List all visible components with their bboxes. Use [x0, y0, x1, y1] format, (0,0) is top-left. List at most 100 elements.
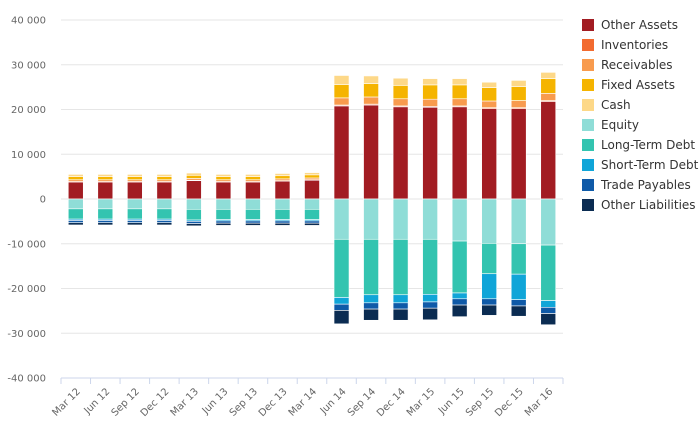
- bar-segment: [422, 294, 438, 303]
- x-tick-label: Sep 13: [228, 386, 260, 418]
- bar-segment: [451, 240, 468, 294]
- legend-item[interactable]: Cash: [582, 95, 700, 115]
- y-tick-label: 10 000: [11, 150, 46, 161]
- bar-segment: [67, 198, 84, 210]
- legend-item[interactable]: Long-Term Debt: [582, 135, 700, 155]
- x-tick-label: Jun 12: [82, 386, 113, 417]
- bar-segment: [363, 308, 379, 321]
- bar-segment: [127, 181, 143, 200]
- legend-label: Equity: [601, 118, 639, 132]
- bar-segment: [540, 300, 557, 308]
- bar-segment: [363, 302, 379, 310]
- bar-segment: [451, 84, 468, 100]
- legend-item[interactable]: Receivables: [582, 55, 700, 75]
- y-tick-label: -10 000: [7, 239, 46, 250]
- bar-segment: [215, 176, 232, 181]
- bar-segment: [304, 179, 320, 200]
- legend-label: Short-Term Debt: [601, 158, 699, 172]
- bar-segment: [274, 180, 291, 200]
- bar-segment: [333, 238, 350, 298]
- bar-segment: [333, 303, 350, 311]
- bar-segment: [481, 198, 497, 244]
- bar-segment: [245, 208, 261, 220]
- legend-swatch: [582, 79, 594, 91]
- bar-segment: [156, 198, 173, 210]
- y-tick-label: -20 000: [7, 284, 46, 295]
- bar-segment: [215, 208, 232, 220]
- bar-segment: [97, 198, 114, 210]
- bar-segment: [510, 243, 527, 275]
- bar-segment: [392, 308, 409, 321]
- bar-segment: [392, 302, 409, 310]
- bar-segment: [392, 198, 409, 240]
- legend-label: Receivables: [601, 58, 673, 72]
- legend-item[interactable]: Other Assets: [582, 15, 700, 35]
- bar-segment: [481, 100, 497, 109]
- bar-segment: [274, 220, 291, 224]
- bar-segment: [127, 176, 143, 181]
- bar-segment: [186, 174, 202, 179]
- legend-item[interactable]: Short-Term Debt: [582, 155, 700, 175]
- bar-segment: [392, 98, 409, 107]
- bar-segment: [363, 104, 379, 200]
- x-tick-label: Sep 12: [110, 386, 142, 418]
- bar-segment: [245, 181, 261, 200]
- legend-label: Inventories: [601, 38, 669, 52]
- bar-segment: [67, 176, 84, 181]
- bar-segment: [481, 298, 497, 306]
- bar-segment: [540, 306, 557, 314]
- x-tick-label: Mar 15: [405, 386, 437, 418]
- bar-segment: [422, 98, 438, 107]
- bar-segment: [274, 198, 291, 210]
- bar-segment: [127, 198, 143, 210]
- bar-segment: [540, 72, 557, 79]
- bar-segment: [481, 81, 497, 88]
- bar-segment: [127, 174, 143, 177]
- legend-item[interactable]: Fixed Assets: [582, 75, 700, 95]
- bar-segment: [451, 304, 468, 317]
- legend-item[interactable]: Equity: [582, 115, 700, 135]
- bar-segment: [392, 77, 409, 86]
- legend-item[interactable]: Trade Payables: [582, 175, 700, 195]
- bar-segment: [97, 174, 114, 177]
- y-tick-label: -30 000: [7, 329, 46, 340]
- bar-segment: [245, 176, 261, 181]
- bar-segment: [333, 105, 350, 200]
- bar-segment: [540, 93, 557, 101]
- bar-segment: [245, 222, 261, 226]
- bar-segment: [363, 238, 379, 296]
- bar-segment: [97, 220, 114, 224]
- bar-segment: [363, 294, 379, 304]
- bar-segment: [97, 222, 114, 226]
- x-tick-label: Dec 14: [375, 386, 408, 419]
- bar-segment: [156, 176, 173, 181]
- bar-segment: [156, 222, 173, 226]
- bar-segment: [363, 75, 379, 84]
- bar-segment: [451, 292, 468, 300]
- bar-segment: [274, 173, 291, 177]
- legend-item[interactable]: Inventories: [582, 35, 700, 55]
- bar-segment: [422, 238, 438, 295]
- bar-segment: [422, 106, 438, 200]
- bar-segment: [451, 98, 468, 107]
- bar-segment: [304, 222, 320, 226]
- legend-label: Other Assets: [601, 18, 678, 32]
- bar-segment: [304, 172, 320, 176]
- bar-segment: [510, 305, 527, 317]
- legend-item[interactable]: Other Liabilities: [582, 195, 700, 215]
- bar-segment: [540, 244, 557, 301]
- x-tick-label: Sep 15: [464, 386, 496, 418]
- y-tick-label: 0: [40, 195, 46, 206]
- bar-segment: [67, 222, 84, 226]
- bar-segment: [540, 313, 557, 326]
- legend-label: Fixed Assets: [601, 78, 675, 92]
- bar-segment: [245, 174, 261, 177]
- bar-segment: [392, 294, 409, 304]
- bar-segment: [510, 108, 527, 200]
- bar-segment: [422, 301, 438, 309]
- legend: Other Assets Inventories Receivables Fixed …: [582, 15, 700, 215]
- y-tick-label: 20 000: [11, 105, 46, 116]
- bar-segment: [363, 96, 379, 105]
- bar-segment: [156, 174, 173, 177]
